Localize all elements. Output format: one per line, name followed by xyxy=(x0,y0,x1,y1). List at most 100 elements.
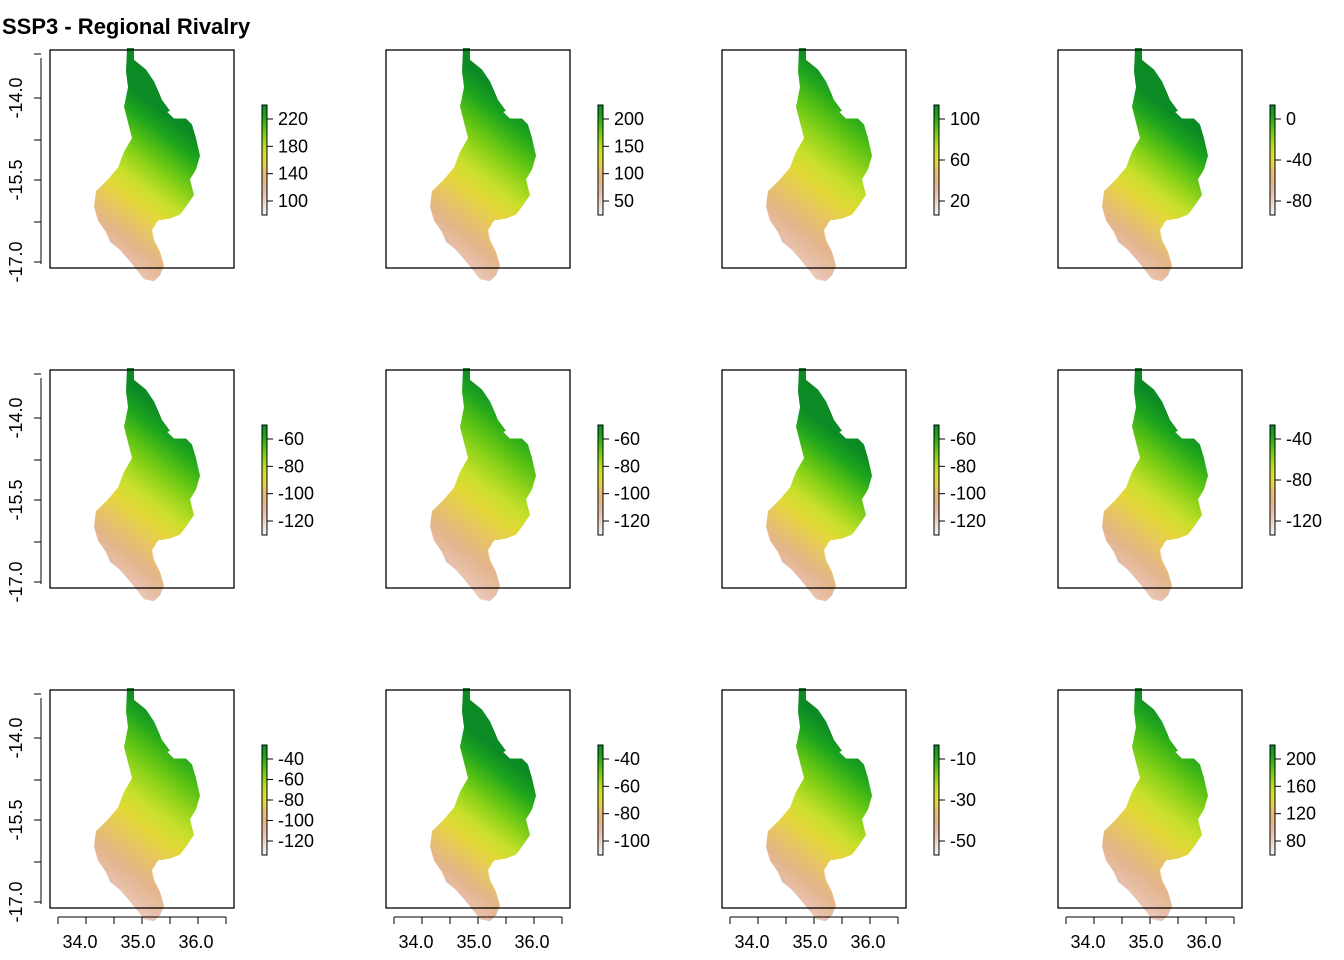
x-tick-label: 36.0 xyxy=(850,932,885,952)
y-tick-label: -15.5 xyxy=(6,479,26,520)
legend-tick-label: -100 xyxy=(950,484,986,504)
legend-tick-label: 80 xyxy=(1286,831,1306,851)
legend-colorbar xyxy=(1269,104,1276,216)
map-panel-3: 100 60 20 xyxy=(721,48,980,282)
plot-frame xyxy=(721,689,907,909)
plot-frame xyxy=(385,49,571,269)
legend-tick-label: -60 xyxy=(278,770,304,790)
legend-tick-label: -80 xyxy=(278,456,304,476)
map-panel-11: 34.0 35.0 36.0 -10 -30 -50 xyxy=(721,688,976,952)
x-tick-label: 34.0 xyxy=(398,932,433,952)
x-tick-label: 34.0 xyxy=(1070,932,1105,952)
x-tick-label: 35.0 xyxy=(1128,932,1163,952)
legend-colorbar xyxy=(933,744,940,856)
legend-tick-label: -120 xyxy=(614,511,650,531)
map-raster xyxy=(430,48,536,282)
legend-colorbar xyxy=(261,744,268,856)
legend-tick-label: -40 xyxy=(1286,150,1312,170)
legend-tick-label: 100 xyxy=(950,109,980,129)
y-tick-label: -14.0 xyxy=(6,77,26,118)
y-tick-label: -14.0 xyxy=(6,717,26,758)
legend-tick-label: -10 xyxy=(950,749,976,769)
legend-tick-label: -80 xyxy=(614,456,640,476)
legend-tick-label: -60 xyxy=(950,429,976,449)
x-tick-label: 35.0 xyxy=(456,932,491,952)
map-panel-4: 0 -40 -80 xyxy=(1057,48,1312,282)
plot-frame xyxy=(49,49,235,269)
x-tick-label: 35.0 xyxy=(792,932,827,952)
y-tick-label: -14.0 xyxy=(6,397,26,438)
legend-tick-label: -60 xyxy=(614,776,640,796)
map-panel-8: -40 -80 -120 xyxy=(1057,368,1322,602)
legend-tick-label: -50 xyxy=(950,831,976,851)
plot-frame xyxy=(721,49,907,269)
map-raster xyxy=(94,368,200,602)
legend-tick-label: -80 xyxy=(1286,470,1312,490)
map-raster xyxy=(1102,688,1208,922)
y-tick-label: -17.0 xyxy=(6,561,26,602)
legend-tick-label: 50 xyxy=(614,191,634,211)
map-panel-10: 34.0 35.0 36.0 -40 -60 -80 -100 xyxy=(385,688,650,952)
plot-frame xyxy=(49,689,235,909)
legend-tick-label: 0 xyxy=(1286,109,1296,129)
map-raster xyxy=(94,48,200,282)
x-tick-label: 36.0 xyxy=(1186,932,1221,952)
legend-tick-label: -100 xyxy=(614,831,650,851)
legend-tick-label: -80 xyxy=(278,790,304,810)
map-panel-9: -14.0 -15.5 -17.0 34.0 35.0 36.0 -40-60-80-100… xyxy=(6,688,314,952)
legend-tick-label: 220 xyxy=(278,109,308,129)
map-panel-12: 34.0 35.0 36.0 200 160 120 80 xyxy=(1057,688,1316,952)
legend-tick-label: -80 xyxy=(614,804,640,824)
legend-tick-label: -40 xyxy=(614,749,640,769)
legend-colorbar xyxy=(261,424,268,536)
legend-colorbar xyxy=(597,744,604,856)
plot-frame xyxy=(1057,369,1243,589)
legend-tick-label: -120 xyxy=(278,511,314,531)
legend-colorbar xyxy=(933,424,940,536)
legend-tick-label: 60 xyxy=(950,150,970,170)
legend-colorbar xyxy=(261,104,268,216)
legend-tick-label: 100 xyxy=(278,191,308,211)
map-panel-2: 200 150 100 50 xyxy=(385,48,644,282)
legend-tick-label: 140 xyxy=(278,164,308,184)
y-tick-label: -17.0 xyxy=(6,241,26,282)
legend-tick-label: -100 xyxy=(278,484,314,504)
legend-tick-label: 100 xyxy=(614,164,644,184)
map-raster xyxy=(1102,368,1208,602)
map-raster xyxy=(1102,48,1208,282)
plot-frame xyxy=(721,369,907,589)
y-tick-label: -17.0 xyxy=(6,881,26,922)
map-raster xyxy=(766,48,872,282)
legend-colorbar xyxy=(1269,744,1276,856)
x-tick-label: 36.0 xyxy=(178,932,213,952)
map-raster xyxy=(766,368,872,602)
legend-colorbar xyxy=(597,104,604,216)
legend-tick-label: 200 xyxy=(1286,749,1316,769)
x-tick-label: 34.0 xyxy=(734,932,769,952)
map-panel-1: -14.0 -15.5 -17.0 220 180 140 100 xyxy=(6,48,308,283)
y-tick-label: -15.5 xyxy=(6,159,26,200)
legend-tick-label: 200 xyxy=(614,109,644,129)
plot-frame xyxy=(385,689,571,909)
figure-title: SSP3 - Regional Rivalry xyxy=(2,14,251,39)
map-raster xyxy=(430,368,536,602)
plot-frame xyxy=(49,369,235,589)
legend-tick-label: -40 xyxy=(278,749,304,769)
legend-tick-label: -120 xyxy=(950,511,986,531)
map-panel-7: -60 -80 -100 -120 xyxy=(721,368,986,602)
y-tick-label: -15.5 xyxy=(6,799,26,840)
legend-tick-label: -60 xyxy=(278,429,304,449)
legend-tick-label: -120 xyxy=(1286,511,1322,531)
plot-frame xyxy=(1057,689,1243,909)
plot-frame xyxy=(1057,49,1243,269)
legend-tick-label: 120 xyxy=(1286,804,1316,824)
map-panel-5: -14.0 -15.5 -17.0 -60 -80 -100 -120 xyxy=(6,368,314,603)
legend-tick-label: -80 xyxy=(1286,191,1312,211)
legend-tick-label: -100 xyxy=(278,811,314,831)
legend-tick-label: -120 xyxy=(278,831,314,851)
legend-colorbar xyxy=(597,424,604,536)
legend-tick-label: 20 xyxy=(950,191,970,211)
legend-tick-label: -60 xyxy=(614,429,640,449)
map-raster xyxy=(766,688,872,922)
